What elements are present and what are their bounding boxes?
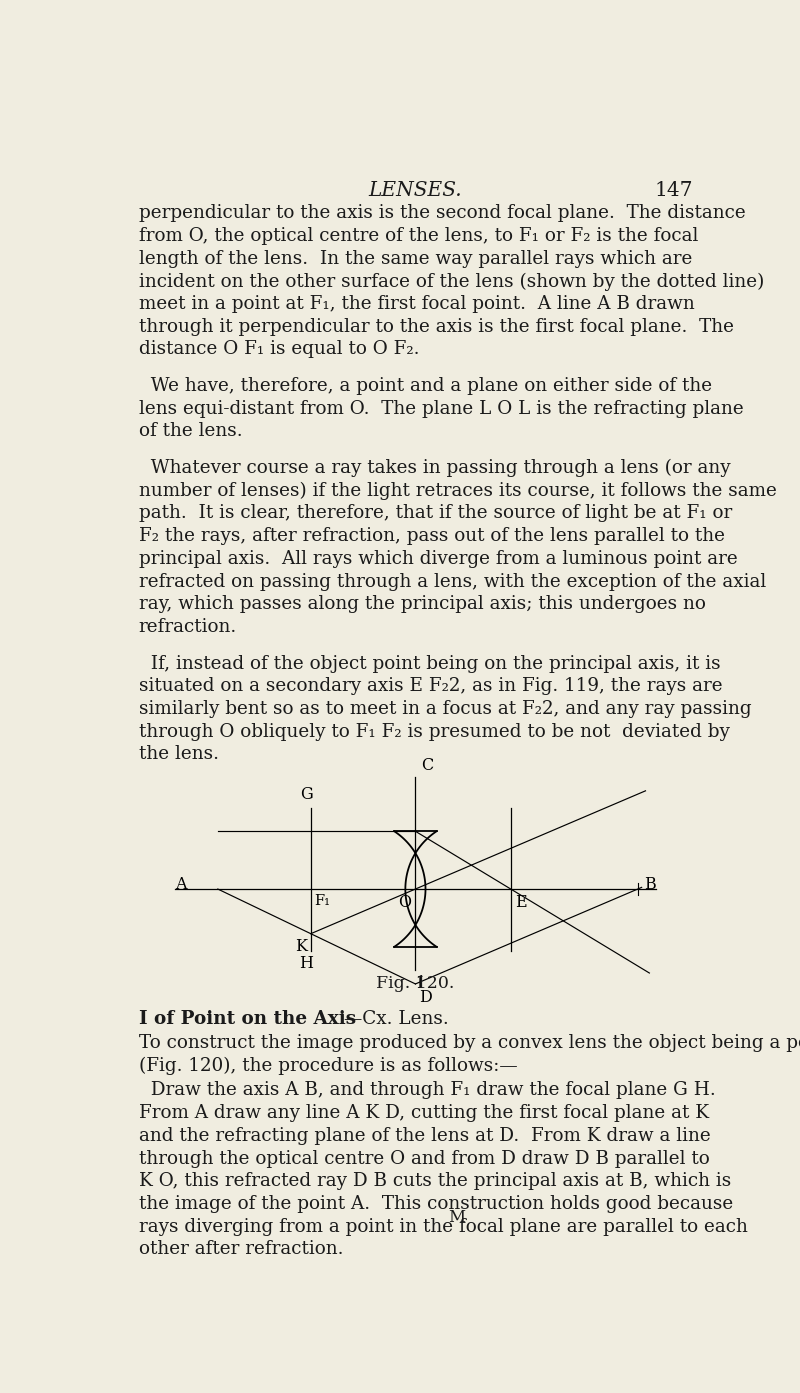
Text: situated on a secondary axis E F₂2, as in Fig. 119, the rays are: situated on a secondary axis E F₂2, as i… (138, 677, 722, 695)
Text: O: O (398, 894, 411, 911)
Text: other after refraction.: other after refraction. (138, 1241, 343, 1258)
Text: through the optical centre O and from D draw D B parallel to: through the optical centre O and from D … (138, 1149, 710, 1167)
Text: H: H (299, 956, 313, 972)
Text: rays diverging from a point in the focal plane are parallel to each: rays diverging from a point in the focal… (138, 1217, 748, 1236)
Text: F₂ the rays, after refraction, pass out of the lens parallel to the: F₂ the rays, after refraction, pass out … (138, 527, 725, 545)
Text: and the refracting plane of the lens at D.  From K draw a line: and the refracting plane of the lens at … (138, 1127, 710, 1145)
Text: Fig. 120.: Fig. 120. (376, 975, 454, 992)
Text: I of Point on the Axis: I of Point on the Axis (138, 1010, 356, 1028)
Text: To construct the image produced by a convex lens the object being a point A on t: To construct the image produced by a con… (138, 1034, 800, 1052)
Text: Whatever course a ray takes in passing through a lens (or any: Whatever course a ray takes in passing t… (138, 458, 730, 478)
Text: C: C (421, 756, 433, 773)
Text: LENSES.: LENSES. (369, 181, 462, 201)
Text: principal axis.  All rays which diverge from a luminous point are: principal axis. All rays which diverge f… (138, 550, 738, 568)
Text: D: D (419, 989, 432, 1006)
Text: the image of the point A.  This construction holds good because: the image of the point A. This construct… (138, 1195, 733, 1213)
Text: F₁: F₁ (314, 894, 330, 908)
Text: number of lenses) if the light retraces its course, it follows the same: number of lenses) if the light retraces … (138, 482, 777, 500)
Text: refraction.: refraction. (138, 618, 237, 637)
Text: incident on the other surface of the lens (shown by the dotted line): incident on the other surface of the len… (138, 272, 764, 291)
Text: perpendicular to the axis is the second focal plane.  The distance: perpendicular to the axis is the second … (138, 205, 746, 221)
Text: K: K (295, 939, 307, 956)
Text: from O, the optical centre of the lens, to F₁ or F₂ is the focal: from O, the optical centre of the lens, … (138, 227, 698, 245)
Text: path.  It is clear, therefore, that if the source of light be at F₁ or: path. It is clear, therefore, that if th… (138, 504, 732, 522)
Text: A: A (175, 876, 186, 893)
Text: refracted on passing through a lens, with the exception of the axial: refracted on passing through a lens, wit… (138, 573, 766, 591)
Text: G: G (300, 786, 313, 802)
Text: 147: 147 (654, 181, 693, 201)
Text: (Fig. 120), the procedure is as follows:—: (Fig. 120), the procedure is as follows:… (138, 1056, 518, 1075)
Text: meet in a point at F₁, the first focal point.  A line A B drawn: meet in a point at F₁, the first focal p… (138, 295, 694, 313)
Text: distance O F₁ is equal to O F₂.: distance O F₁ is equal to O F₂. (138, 340, 419, 358)
Text: similarly bent so as to meet in a focus at F₂2, and any ray passing: similarly bent so as to meet in a focus … (138, 701, 751, 717)
Text: through it perpendicular to the axis is the first focal plane.  The: through it perpendicular to the axis is … (138, 318, 734, 336)
Text: E: E (514, 894, 526, 911)
Text: From A draw any line A K D, cutting the first focal plane at K: From A draw any line A K D, cutting the … (138, 1105, 709, 1123)
Text: ray, which passes along the principal axis; this undergoes no: ray, which passes along the principal ax… (138, 595, 706, 613)
Text: B: B (644, 876, 656, 893)
Text: of the lens.: of the lens. (138, 422, 242, 440)
Text: through O obliquely to F₁ F₂ is presumed to be not  deviated by: through O obliquely to F₁ F₂ is presumed… (138, 723, 730, 741)
Text: We have, therefore, a point and a plane on either side of the: We have, therefore, a point and a plane … (138, 378, 712, 396)
Text: lens equi-distant from O.  The plane L O L is the refracting plane: lens equi-distant from O. The plane L O … (138, 400, 743, 418)
Text: the lens.: the lens. (138, 745, 218, 763)
Text: I: I (416, 975, 422, 992)
Text: K O, this refracted ray D B cuts the principal axis at B, which is: K O, this refracted ray D B cuts the pri… (138, 1173, 731, 1191)
Text: If, instead of the object point being on the principal axis, it is: If, instead of the object point being on… (138, 655, 720, 673)
Text: Draw the axis A B, and through F₁ draw the focal plane G H.: Draw the axis A B, and through F₁ draw t… (138, 1081, 715, 1099)
Text: length of the lens.  In the same way parallel rays which are: length of the lens. In the same way para… (138, 249, 692, 267)
Text: M: M (448, 1209, 465, 1226)
Text: —Cx. Lens.: —Cx. Lens. (344, 1010, 449, 1028)
